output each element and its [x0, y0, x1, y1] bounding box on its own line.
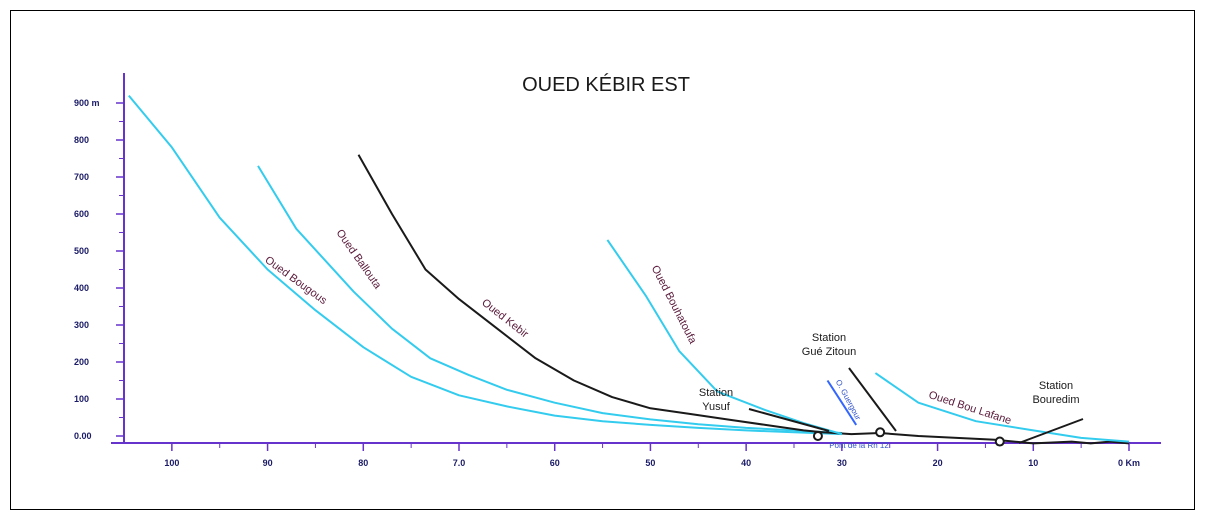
chart-title: OUED KÉBIR EST [522, 73, 690, 96]
series-line-0 [128, 94, 842, 436]
station-label-line1: Station [812, 332, 846, 344]
x-tick-label: 0 Km [1118, 458, 1140, 468]
series-line-5 [874, 372, 1130, 443]
station-label-line1: Station [1039, 380, 1073, 392]
station-arrow [848, 367, 897, 432]
x-tick-label: 10 [1028, 458, 1038, 468]
station-marker [994, 436, 1005, 447]
station-label-line2: Bouredim [1032, 394, 1079, 406]
y-tick-label: 900 m [74, 98, 100, 108]
station-label-line1: Station [699, 387, 733, 399]
river-label: Oued Bouhatoufa [649, 263, 699, 346]
y-tick-label: 800 [74, 135, 89, 145]
river-label: Oued Bougous [263, 254, 330, 307]
station-marker [875, 427, 886, 438]
y-tick-label: 400 [74, 283, 89, 293]
x-tick-label: 100 [164, 458, 179, 468]
x-tick-label: 80 [358, 458, 368, 468]
y-tick-label: 200 [74, 357, 89, 367]
y-tick-label: 600 [74, 209, 89, 219]
station-label-line2: Gué Zitoun [802, 346, 856, 358]
river-label: Oued Bou Lafane [927, 389, 1013, 427]
river-label: Oued Ballouta [334, 227, 384, 292]
x-tick-label: 50 [645, 458, 655, 468]
station-label-line2: Yusuf [702, 401, 730, 413]
y-tick-label: 300 [74, 320, 89, 330]
x-tick-label: 30 [837, 458, 847, 468]
axes: 900 m 800 700 600 500 400 300 200 100 0.00 100 90 80… [74, 73, 1161, 468]
river-label-guergour: O. Guergour [834, 378, 863, 422]
pont-label: Pont de la Rn 12 [829, 441, 889, 450]
x-tick-label: 60 [550, 458, 560, 468]
stations: Station Yusuf Station Gué Zitoun Station Bour… [699, 332, 1084, 450]
x-tick-label: 40 [741, 458, 751, 468]
series-line-1 [257, 165, 842, 434]
station-marker [812, 431, 823, 441]
series-line-2 [357, 154, 1130, 445]
y-tick-label: 500 [74, 246, 89, 256]
x-tick-label: 20 [933, 458, 943, 468]
chart-frame: OUED KÉBIR EST 900 m 800 700 600 500 400 300 20… [10, 10, 1195, 510]
station-arrow [1018, 418, 1084, 444]
x-tick-label: 7.0 [453, 458, 466, 468]
y-tick-label: 100 [74, 394, 89, 404]
x-tick-label: 90 [263, 458, 273, 468]
series-line-4 [826, 379, 858, 426]
y-tick-label: 0.00 [74, 431, 92, 441]
station-arrow [748, 408, 830, 432]
y-tick-label: 700 [74, 172, 89, 182]
elevation-profile-chart: OUED KÉBIR EST 900 m 800 700 600 500 400 300 20… [74, 73, 1161, 468]
